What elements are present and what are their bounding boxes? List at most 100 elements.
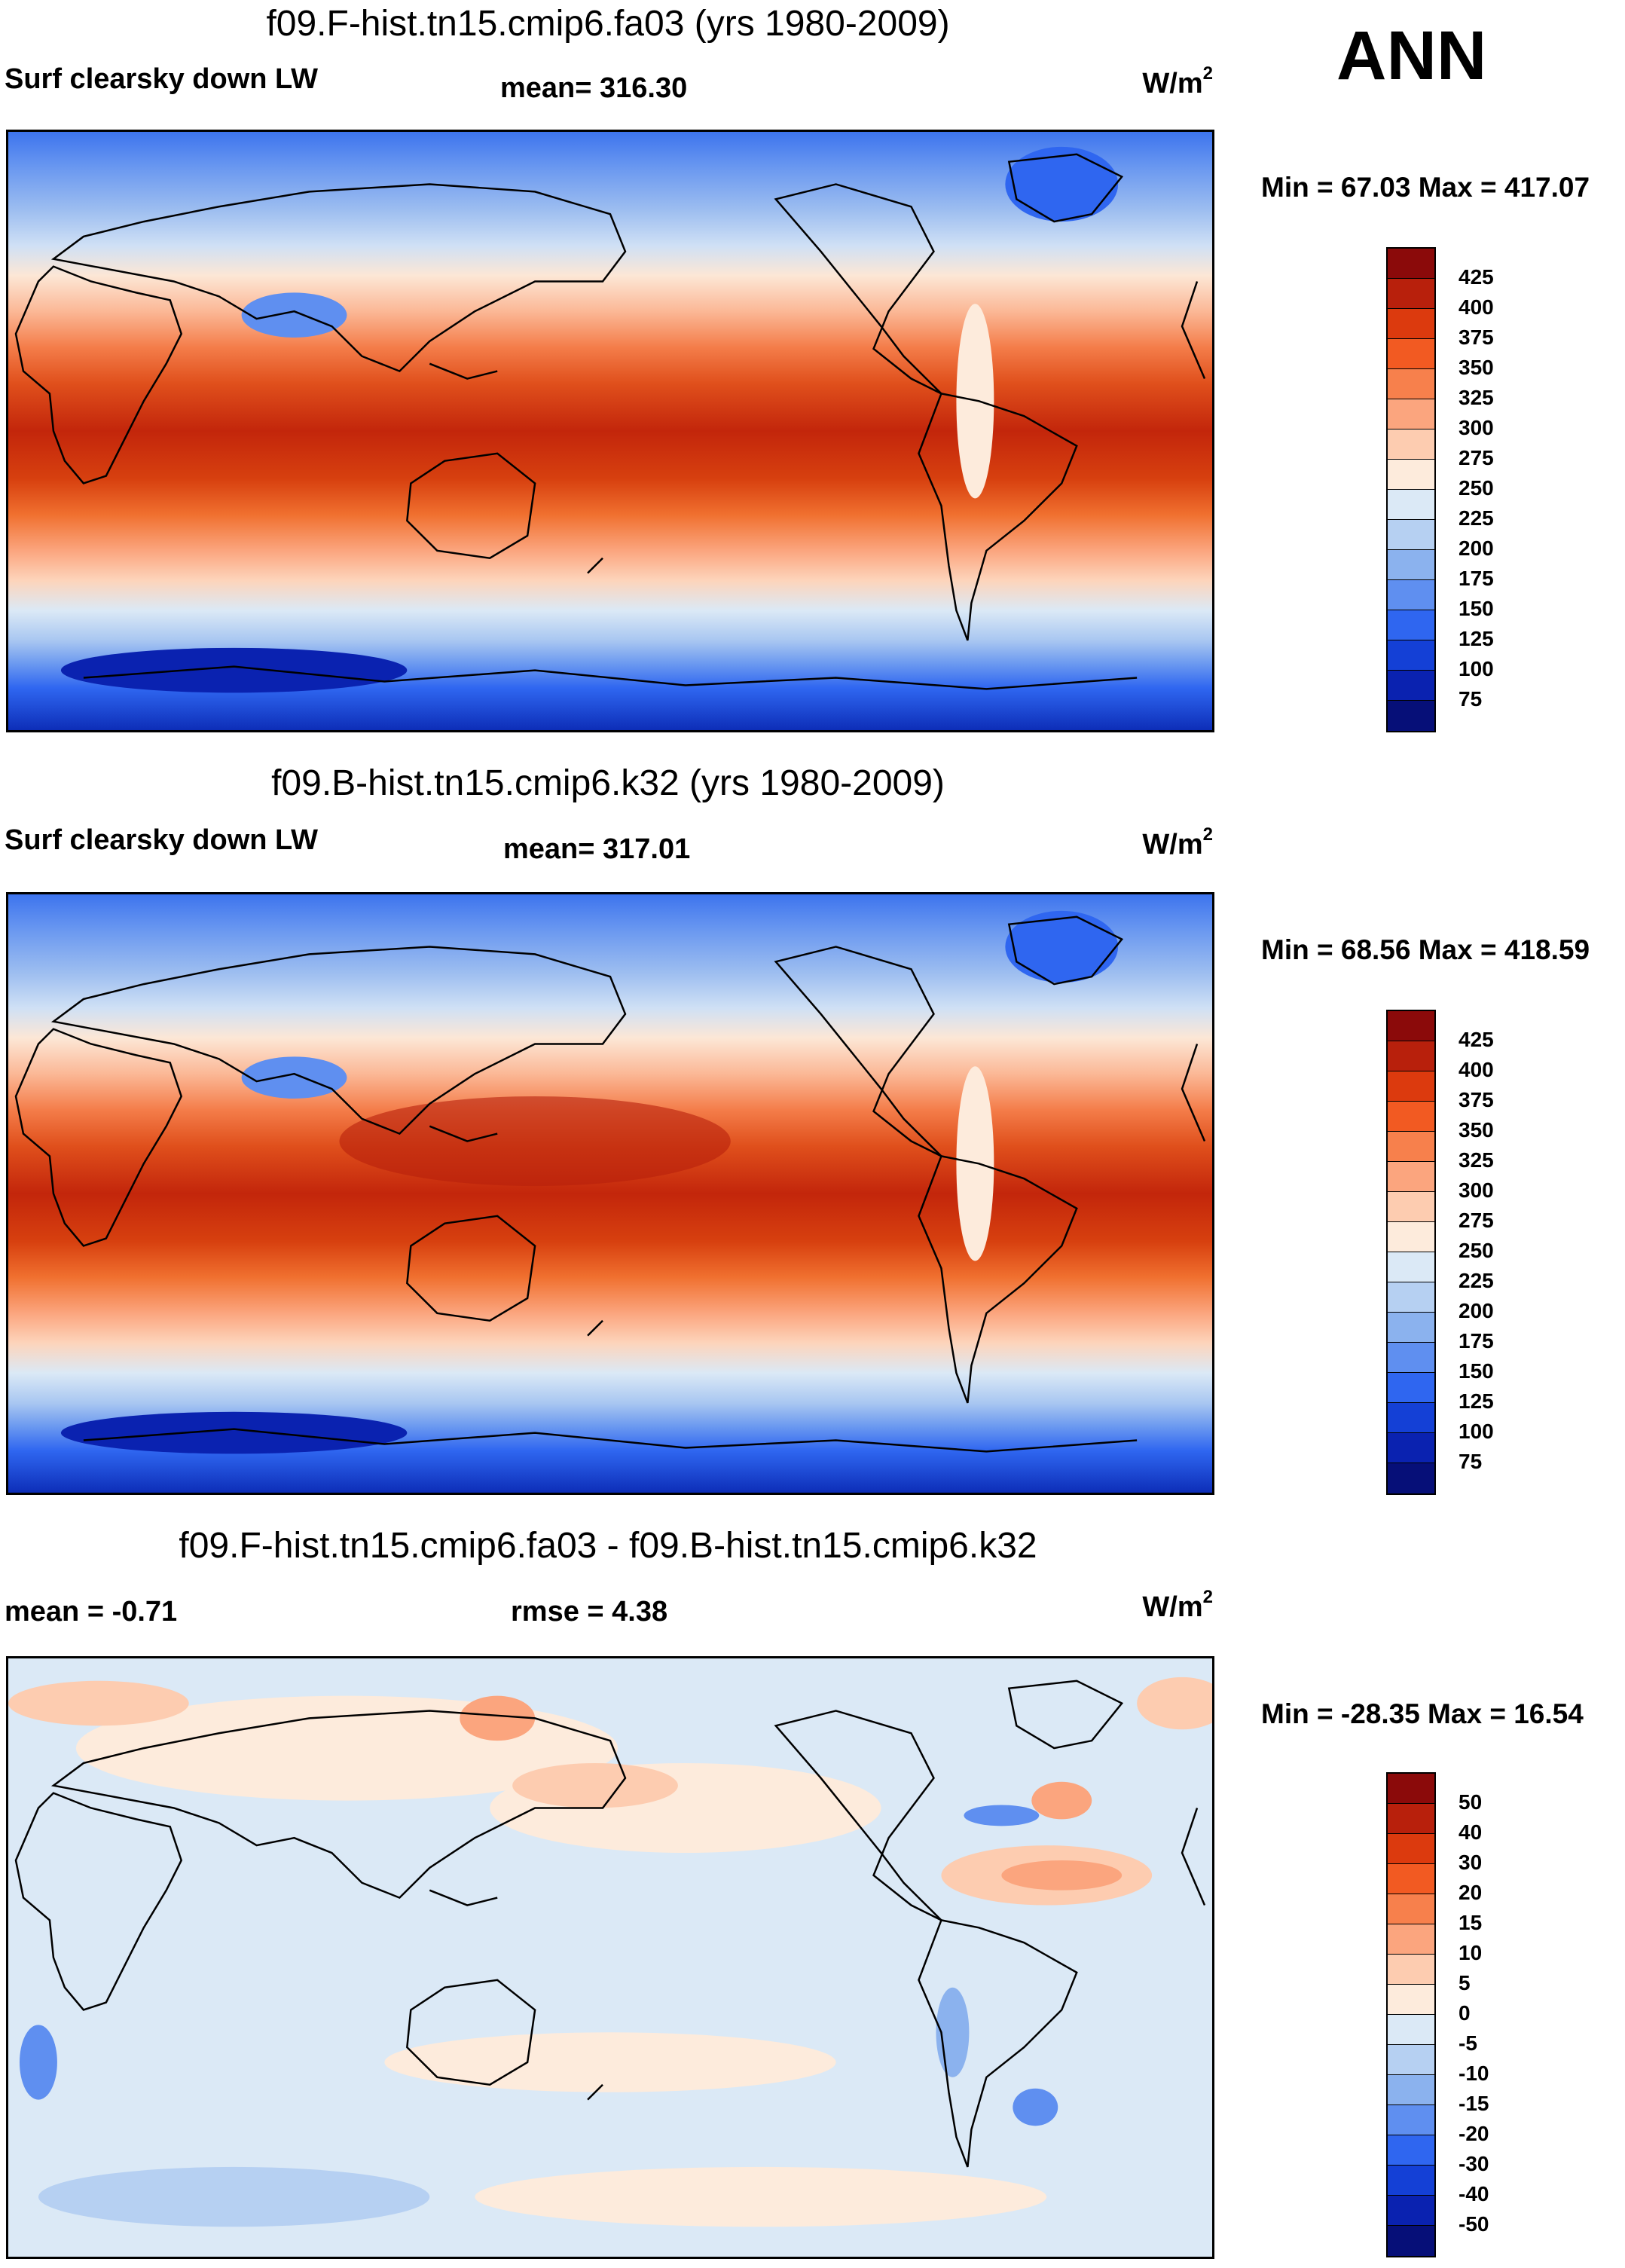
panel1-mean: mean= 316.30 — [500, 72, 688, 104]
colorbar-tick-label: 425 — [1459, 1028, 1494, 1051]
colorbar-tick-label: 150 — [1459, 1359, 1494, 1383]
panel1-title: f09.F-hist.tn15.cmip6.fa03 (yrs 1980-200… — [266, 4, 950, 44]
colorbar-segment — [1388, 701, 1434, 731]
panel2-units: W/m2 — [1142, 824, 1213, 861]
colorbar-tick-label: 0 — [1459, 2001, 1471, 2025]
colorbar-tick-label: 300 — [1459, 1178, 1494, 1202]
colorbar-tick-label: 325 — [1459, 386, 1494, 409]
colorbar-segment — [1388, 580, 1434, 610]
colorbar-tick-label: 250 — [1459, 1239, 1494, 1262]
colorbar-segment — [1388, 2226, 1434, 2256]
panel3-title: f09.F-hist.tn15.cmip6.fa03 - f09.B-hist.… — [179, 1526, 1037, 1566]
colorbar-tick-label: -5 — [1459, 2031, 1477, 2055]
colorbar-tick-label: 175 — [1459, 567, 1494, 590]
colorbar-segment — [1388, 610, 1434, 640]
panel1-minmax: Min = 67.03 Max = 417.07 — [1261, 172, 1590, 203]
colorbar-segment — [1388, 1252, 1434, 1282]
colorbar-segment — [1388, 1071, 1434, 1102]
colorbar-tick-label: 30 — [1459, 1851, 1483, 1874]
colorbar-segment — [1388, 339, 1434, 369]
colorbar-segment — [1388, 1011, 1434, 1041]
colorbar-segment — [1388, 1864, 1434, 1894]
panel3-mean: mean = -0.71 — [5, 1596, 178, 1628]
colorbar-tick-label: 300 — [1459, 416, 1494, 439]
colorbar-tick-label: 275 — [1459, 446, 1494, 469]
colorbar-tick-label: -50 — [1459, 2212, 1489, 2236]
colorbar-tick-label: 10 — [1459, 1941, 1483, 1964]
colorbar-segment — [1388, 1373, 1434, 1403]
colorbar-tick-label: 40 — [1459, 1820, 1483, 1844]
colorbar-segment — [1388, 490, 1434, 520]
panel2-variable-label: Surf clearsky down LW — [5, 824, 318, 856]
panel3-units: W/m2 — [1142, 1587, 1213, 1624]
panel1-variable-label: Surf clearsky down LW — [5, 63, 318, 95]
colorbar-segment — [1388, 1433, 1434, 1463]
panel1-map — [6, 130, 1214, 732]
colorbar-segment — [1388, 2135, 1434, 2166]
colorbar-segment — [1388, 369, 1434, 399]
colorbar-tick-label: -40 — [1459, 2182, 1489, 2205]
colorbar-segment — [1388, 1313, 1434, 1343]
colorbar-tick-label: 400 — [1459, 295, 1494, 319]
colorbar-segment — [1388, 1162, 1434, 1192]
colorbar-segment — [1388, 1192, 1434, 1222]
colorbar-segment — [1388, 1774, 1434, 1804]
colorbar-tick-label: 20 — [1459, 1881, 1483, 1904]
panel2-colorbar — [1386, 1010, 1436, 1495]
colorbar-tick-label: 225 — [1459, 1269, 1494, 1292]
colorbar-tick-label: -20 — [1459, 2122, 1489, 2145]
colorbar-segment — [1388, 1955, 1434, 1985]
colorbar-segment — [1388, 2045, 1434, 2075]
colorbar-tick-label: -10 — [1459, 2062, 1489, 2085]
panel2-title: f09.B-hist.tn15.cmip6.k32 (yrs 1980-2009… — [271, 763, 945, 803]
colorbar-segment — [1388, 1102, 1434, 1132]
colorbar-tick-label: 350 — [1459, 356, 1494, 379]
colorbar-segment — [1388, 2075, 1434, 2105]
colorbar-segment — [1388, 429, 1434, 460]
panel3-minmax: Min = -28.35 Max = 16.54 — [1261, 1698, 1584, 1729]
panel1-units: W/m2 — [1142, 63, 1213, 100]
colorbar-tick-label: 375 — [1459, 326, 1494, 349]
season-label: ANN — [1336, 17, 1487, 94]
colorbar-tick-label: -15 — [1459, 2092, 1489, 2115]
colorbar-tick-label: 100 — [1459, 1420, 1494, 1443]
panel2-mean: mean= 317.01 — [503, 833, 691, 865]
colorbar-tick-label: 15 — [1459, 1911, 1483, 1934]
colorbar-segment — [1388, 1894, 1434, 1924]
panel2-minmax: Min = 68.56 Max = 418.59 — [1261, 934, 1590, 965]
colorbar-segment — [1388, 1804, 1434, 1834]
colorbar-tick-label: 325 — [1459, 1148, 1494, 1172]
colorbar-segment — [1388, 1041, 1434, 1071]
colorbar-segment — [1388, 279, 1434, 309]
colorbar-segment — [1388, 640, 1434, 671]
colorbar-segment — [1388, 1924, 1434, 1955]
colorbar-segment — [1388, 550, 1434, 580]
colorbar-tick-label: 400 — [1459, 1058, 1494, 1081]
colorbar-tick-label: 350 — [1459, 1118, 1494, 1142]
colorbar-tick-label: 125 — [1459, 627, 1494, 650]
colorbar-tick-label: 75 — [1459, 687, 1483, 711]
colorbar-tick-label: 50 — [1459, 1790, 1483, 1814]
panel1-colorbar — [1386, 247, 1436, 732]
colorbar-segment — [1388, 2166, 1434, 2196]
colorbar-segment — [1388, 249, 1434, 279]
colorbar-segment — [1388, 520, 1434, 550]
panel3-map-field — [8, 1658, 1212, 2257]
panel3-rmse: rmse = 4.38 — [511, 1596, 668, 1628]
panel3-map — [6, 1656, 1214, 2259]
colorbar-tick-label: -30 — [1459, 2152, 1489, 2175]
colorbar-tick-label: 425 — [1459, 265, 1494, 289]
colorbar-tick-label: 375 — [1459, 1088, 1494, 1111]
colorbar-tick-label: 275 — [1459, 1209, 1494, 1232]
colorbar-segment — [1388, 1403, 1434, 1433]
panel2-map-field — [8, 894, 1212, 1493]
panel3-colorbar — [1386, 1772, 1436, 2257]
colorbar-tick-label: 150 — [1459, 597, 1494, 620]
colorbar-tick-label: 5 — [1459, 1971, 1471, 1994]
colorbar-segment — [1388, 399, 1434, 429]
colorbar-tick-label: 250 — [1459, 476, 1494, 500]
colorbar-segment — [1388, 2105, 1434, 2135]
colorbar-segment — [1388, 309, 1434, 339]
colorbar-segment — [1388, 1343, 1434, 1373]
colorbar-segment — [1388, 1834, 1434, 1864]
